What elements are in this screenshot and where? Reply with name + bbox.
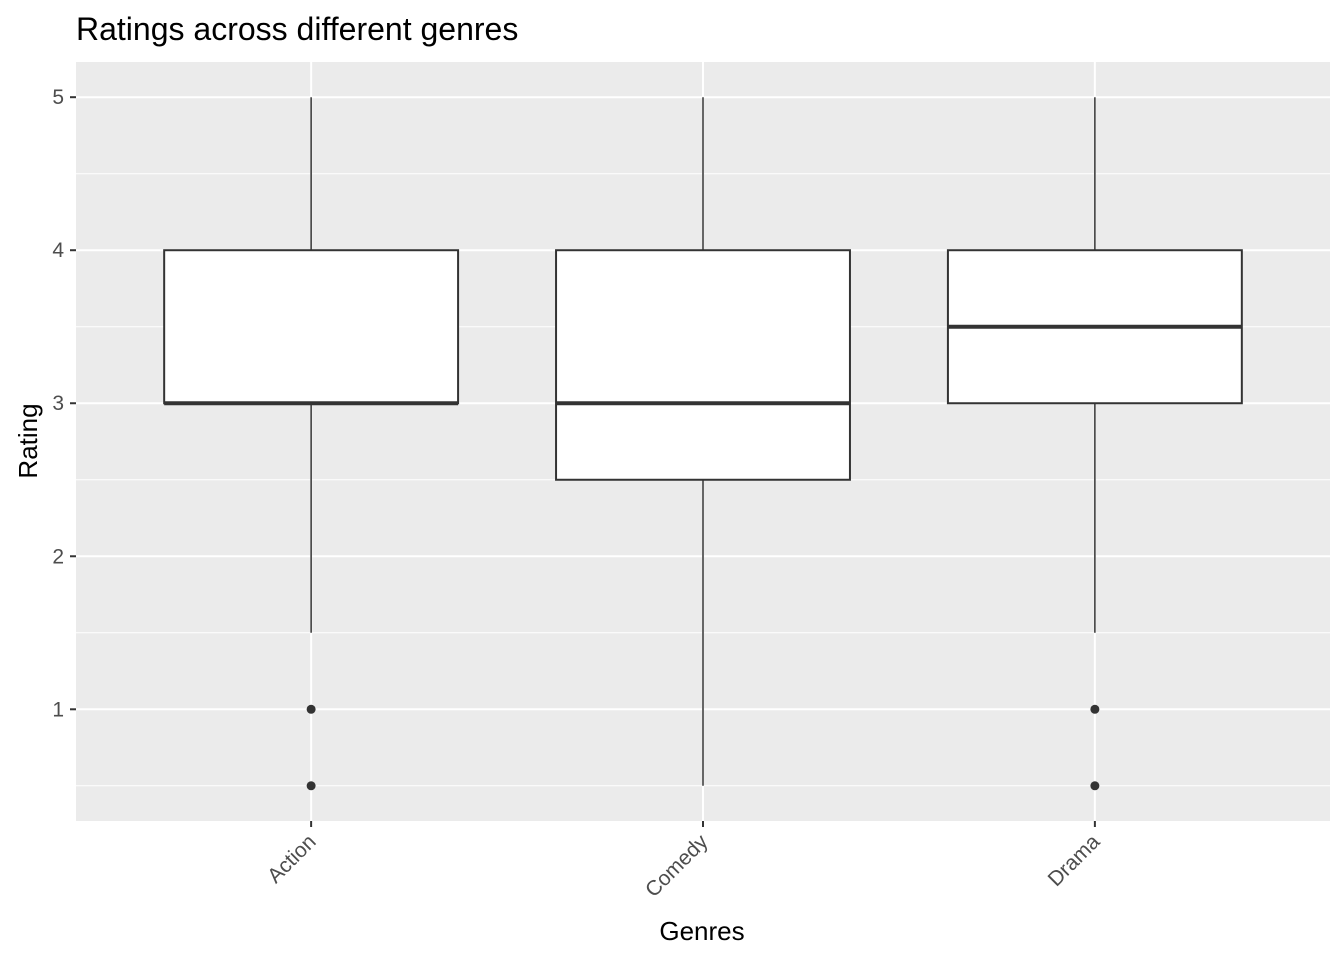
y-axis-title: Rating <box>13 403 43 478</box>
y-tick-label: 2 <box>52 545 64 568</box>
y-tick-label: 4 <box>52 239 64 262</box>
outlier-point <box>306 781 316 791</box>
chart-title: Ratings across different genres <box>76 11 518 47</box>
box-action <box>163 97 460 791</box>
box-iqr <box>163 249 460 405</box>
y-tick-label: 5 <box>52 86 64 109</box>
box-iqr <box>555 249 851 481</box>
outlier-point <box>306 704 316 714</box>
outlier-point <box>1090 781 1100 791</box>
x-tick-label: Action <box>263 830 321 888</box>
x-tick-label: Drama <box>1044 830 1105 891</box>
box-drama <box>946 97 1243 791</box>
box-comedy <box>555 97 851 786</box>
y-tick-label: 3 <box>52 392 64 415</box>
x-tick-label: Comedy <box>641 830 713 902</box>
box-layer <box>163 97 1243 791</box>
outlier-point <box>1090 704 1100 714</box>
y-tick-label: 1 <box>52 698 64 721</box>
x-axis-title: Genres <box>659 916 744 946</box>
